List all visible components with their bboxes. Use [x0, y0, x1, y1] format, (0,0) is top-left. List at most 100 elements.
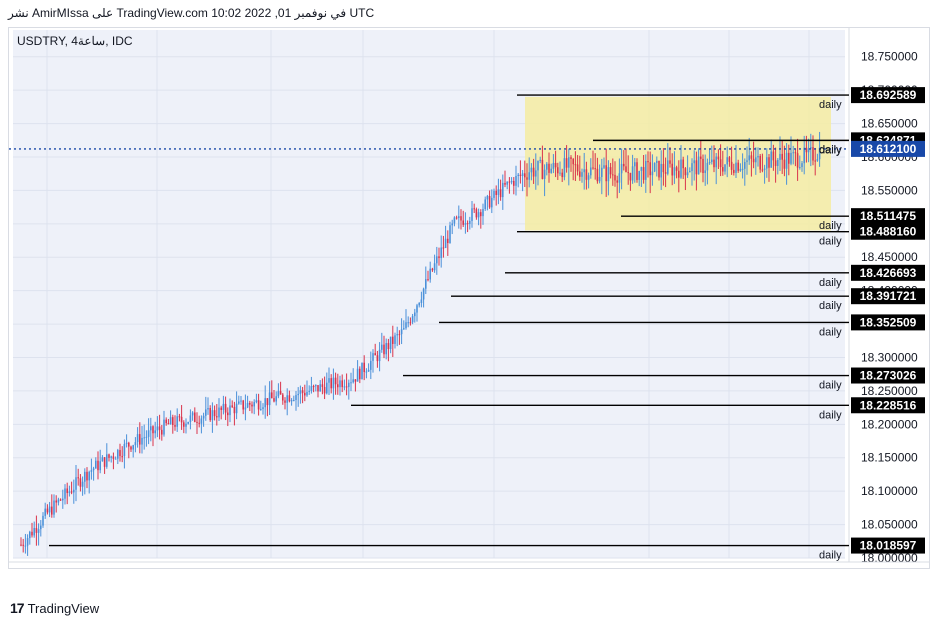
candle-body	[447, 238, 449, 244]
candle-body	[579, 171, 581, 177]
candle-body	[816, 159, 819, 161]
candle-body	[356, 368, 359, 382]
candle-body	[218, 407, 220, 418]
y-tick-label: 18.050000	[861, 518, 918, 532]
candle-body	[359, 368, 361, 380]
candle-body	[233, 406, 236, 414]
candle-body	[640, 167, 643, 171]
candle-body	[737, 162, 739, 171]
candle-body	[581, 172, 583, 177]
candle-body	[519, 174, 522, 177]
candle-body	[801, 163, 803, 168]
candle-body	[570, 157, 572, 160]
candle-body	[475, 209, 478, 218]
candle-body	[436, 256, 438, 264]
candle-body	[343, 386, 346, 388]
level-price-box	[851, 314, 925, 331]
candle-body	[759, 155, 761, 170]
candle-body	[594, 168, 596, 170]
candle-body	[216, 416, 218, 418]
candle-body	[686, 172, 689, 176]
level-tag-daily: daily	[819, 300, 842, 312]
candle-body	[724, 164, 726, 172]
candle-body	[64, 488, 66, 499]
candle-body	[128, 442, 130, 447]
candle-body	[755, 157, 757, 163]
candle-body	[506, 181, 508, 185]
candle-body	[97, 460, 99, 471]
candle-body	[312, 386, 315, 388]
candle-body	[152, 426, 154, 434]
candle-body	[803, 147, 805, 164]
candle-body	[409, 322, 412, 324]
candle-body	[310, 386, 313, 391]
candle-body	[559, 172, 561, 174]
candle-body	[187, 422, 189, 424]
candle-body	[554, 162, 557, 168]
candle-body	[781, 153, 783, 160]
candle-body	[345, 386, 348, 388]
candle-body	[103, 457, 106, 467]
candle-body	[141, 437, 143, 445]
candle-body	[763, 168, 766, 170]
candle-body	[88, 471, 90, 481]
candle-body	[770, 151, 772, 168]
candle-body	[306, 391, 308, 396]
candle-body	[528, 172, 530, 180]
candle-body	[493, 190, 495, 198]
price-chart[interactable]: 18.75000018.70000018.65000018.60000018.5…	[9, 28, 929, 568]
candle-body	[251, 404, 253, 407]
candle-body	[198, 422, 200, 424]
candle-body	[99, 461, 101, 471]
level-price-label: 18.273026	[860, 369, 917, 383]
candle-body	[86, 471, 88, 481]
candle-body	[31, 531, 33, 536]
candle-body	[33, 527, 35, 536]
candle-body	[101, 457, 104, 462]
candle-body	[348, 382, 350, 388]
level-tag-daily: daily	[819, 326, 842, 338]
candle-body	[304, 392, 306, 396]
level-price-label: 18.228516	[860, 398, 917, 412]
candle-body	[561, 172, 563, 178]
candle-body	[704, 170, 706, 173]
candle-body	[752, 158, 755, 163]
candle-body	[585, 169, 588, 180]
level-price-label: 18.426693	[860, 266, 917, 280]
candle-body	[130, 446, 132, 450]
candle-body	[656, 160, 658, 163]
candle-body	[739, 168, 742, 171]
candle-body	[279, 391, 282, 395]
candle-body	[227, 412, 229, 416]
candle-body	[35, 527, 38, 533]
level-tag-daily: daily	[819, 99, 842, 111]
candle-body	[57, 499, 60, 503]
y-tick-label: 18.150000	[861, 451, 918, 465]
candle-body	[268, 392, 271, 406]
candle-body	[257, 400, 260, 410]
candle-body	[277, 391, 280, 397]
level-price-label: 18.391721	[860, 289, 917, 303]
candle-body	[620, 163, 623, 174]
candle-body	[79, 478, 82, 487]
candle-body	[249, 402, 251, 405]
candle-body	[552, 162, 555, 169]
candle-body	[139, 434, 141, 445]
candle-body	[460, 216, 462, 221]
candle-body	[546, 163, 548, 170]
candle-body	[189, 415, 192, 423]
candle-body	[132, 445, 134, 450]
candle-body	[213, 410, 216, 417]
current-price-box	[851, 140, 925, 157]
candle-body	[660, 163, 662, 178]
candle-body	[480, 212, 482, 217]
chart-panel[interactable]: 18.75000018.70000018.65000018.60000018.5…	[8, 27, 930, 569]
candle-body	[416, 305, 418, 313]
candles[interactable]	[20, 131, 821, 556]
candle-body	[774, 160, 777, 166]
candle-body	[438, 256, 440, 259]
candle-body	[427, 279, 429, 281]
candle-body	[785, 152, 788, 169]
candle-body	[354, 379, 357, 382]
candle-body	[238, 401, 240, 404]
